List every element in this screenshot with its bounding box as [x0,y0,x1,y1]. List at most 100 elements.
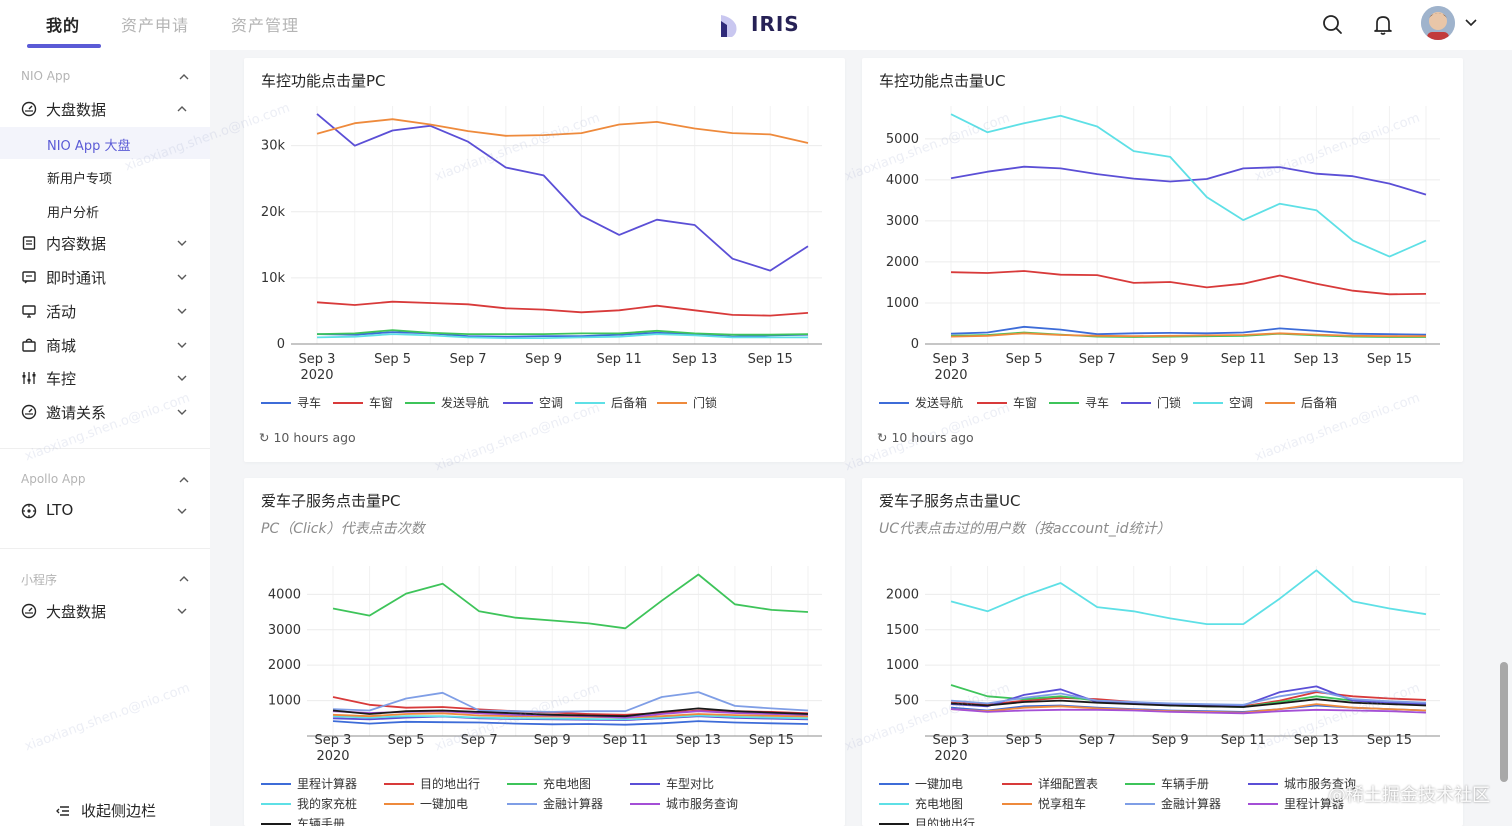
legend-label[interactable]: 车窗 [1013,395,1037,410]
bell-icon[interactable] [1370,12,1396,38]
chevron-up-icon[interactable] [178,474,190,486]
chevron-down-icon [177,608,187,614]
tab-mine[interactable]: 我的 [46,16,81,35]
updated-time: ↻ 10 hours ago [259,430,356,445]
legend-label[interactable]: 发送导航 [441,395,489,410]
legend-label[interactable]: 悦享租车 [1038,796,1086,811]
legend-label[interactable]: 城市服务查询 [1284,776,1356,791]
sidebar-item-label: 大盘数据 [46,603,107,621]
x-tick-label: Sep 5 [1006,733,1043,748]
series-line [950,165,1427,196]
legend-label[interactable]: 寻车 [1085,395,1109,410]
iris-logo-icon [721,15,737,37]
series-line [950,270,1427,296]
collapse-sidebar-label: 收起侧边栏 [81,802,157,820]
chevron-up-icon[interactable] [178,573,190,585]
legend-label[interactable]: 里程计算器 [297,776,357,791]
x-tick-label: Sep 5 [1006,352,1043,367]
y-tick-label: 4000 [886,173,919,188]
y-tick-label: 20k [261,205,286,220]
sidebar-item-label: 活动 [46,303,77,321]
y-tick-label: 3000 [268,623,301,638]
sidebar-item-activity[interactable]: 活动 [0,294,210,328]
sidebar-item-mini-dashboard[interactable]: 大盘数据 [0,594,210,628]
legend-label[interactable]: 门锁 [693,395,717,410]
dashboard-icon [21,101,37,117]
x-tick-label: Sep 15 [749,733,794,748]
sidebar-item-label: 大盘数据 [46,101,107,119]
x-tick-label: Sep 3 [933,733,970,748]
chevron-down-icon [177,375,187,381]
x-tick-label: Sep 15 [748,352,793,367]
group-mini-program[interactable]: 小程序 [21,573,58,587]
x-tick-label: Sep 13 [672,352,717,367]
legend-label[interactable]: 空调 [1229,396,1253,410]
chevron-down-icon[interactable] [1463,14,1479,30]
legend-label[interactable]: 后备箱 [611,395,647,410]
brand-name: IRIS [751,12,800,36]
legend-label[interactable]: 充电地图 [915,796,963,811]
x-tick-label: Sep 13 [1294,733,1339,748]
avatar[interactable] [1421,6,1455,40]
tab-asset-apply[interactable]: 资产申请 [121,16,190,35]
series-line [316,333,808,340]
x-tick-label: Sep 5 [374,352,411,367]
legend-label[interactable]: 目的地出行 [915,816,975,826]
legend-label[interactable]: 车辆手册 [1161,776,1209,791]
sidebar-item-invitation[interactable]: 邀请关系 [0,395,210,429]
sidebar: NIO App 大盘数据 NIO App 大盘 新用户专项 用户分析 内容数据 … [0,50,210,826]
sidebar-item-shop[interactable]: 商城 [0,328,210,362]
legend-label[interactable]: 充电地图 [543,776,591,791]
x-tick-label: Sep 13 [676,733,721,748]
sidebar-sub-nio-dashboard[interactable]: NIO App 大盘 [0,127,210,159]
legend-label[interactable]: 详细配置表 [1038,776,1098,791]
chevron-down-icon [177,274,187,280]
y-tick-label: 2000 [268,658,301,673]
group-nio-app[interactable]: NIO App [21,69,71,83]
legend-label[interactable]: 我的家充桩 [297,796,357,811]
active-tab-indicator [27,44,101,48]
legend-label[interactable]: 城市服务查询 [666,796,738,811]
legend-label[interactable]: 后备箱 [1301,395,1337,410]
card-title: 车控功能点击量PC [261,72,386,90]
scrollbar-thumb[interactable] [1500,662,1508,782]
x-tick-label: Sep 15 [1367,733,1412,748]
series-line [332,714,809,721]
tab-asset-manage[interactable]: 资产管理 [231,16,300,35]
sidebar-item-vehicle-control[interactable]: 车控 [0,361,210,395]
legend-label[interactable]: 金融计算器 [1161,796,1221,811]
chevron-up-icon[interactable] [178,71,190,83]
sidebar-item-lto[interactable]: LTO [0,494,210,528]
sidebar-sub-new-users[interactable]: 新用户专项 [0,160,210,192]
legend-label[interactable]: 金融计算器 [543,796,603,811]
legend-label[interactable]: 空调 [539,396,563,410]
sidebar-sub-label: 新用户专项 [47,172,113,187]
divider [0,448,210,449]
series-line [332,573,809,630]
chevron-down-icon [177,409,187,415]
legend-label[interactable]: 发送导航 [915,395,963,410]
legend-label[interactable]: 一键加电 [420,797,468,811]
sidebar-item-content[interactable]: 内容数据 [0,226,210,260]
x-tick-label: Sep 3 [299,352,336,367]
legend-label[interactable]: 里程计算器 [1284,796,1344,811]
sidebar-item-dashboard[interactable]: 大盘数据 [0,92,210,126]
x-tick-label: Sep 7 [450,352,487,367]
x-tick-sublabel: 2020 [934,749,967,764]
legend-label[interactable]: 车窗 [369,395,393,410]
legend-label[interactable]: 寻车 [297,395,321,410]
sidebar-item-im[interactable]: 即时通讯 [0,260,210,294]
legend-label[interactable]: 门锁 [1157,395,1181,410]
y-tick-label: 500 [894,694,919,709]
menu-fold-icon [56,806,69,816]
legend-label[interactable]: 目的地出行 [420,776,480,791]
legend-label[interactable]: 一键加电 [915,777,963,791]
legend-label[interactable]: 车型对比 [666,776,714,791]
sidebar-sub-user-analysis[interactable]: 用户分析 [0,194,210,226]
search-icon[interactable] [1320,12,1346,38]
x-tick-label: Sep 3 [933,352,970,367]
group-apollo-app[interactable]: Apollo App [21,472,86,486]
legend-label[interactable]: 车辆手册 [297,816,345,826]
series-line [332,691,809,713]
watermark-text: @稀土掘金技术社区 [1328,785,1490,806]
